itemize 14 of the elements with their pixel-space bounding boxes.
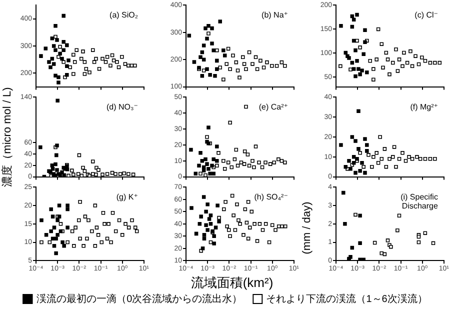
text: (c) Cl⁻ <box>414 10 438 20</box>
text: (e) Ca²⁺ <box>258 102 288 112</box>
text: (a) SiO₂ <box>110 10 138 20</box>
legend-label: それより下流の渓流（1～6次渓流） <box>266 292 428 306</box>
text: (b) Na⁺ <box>262 10 288 20</box>
text: (f) Mg²⁺ <box>410 102 438 112</box>
text: (h) SO₄²⁻ <box>254 192 288 202</box>
y-axis-title: 濃度（micro mol / L) <box>0 87 14 187</box>
y-axis-title: (mm / day) <box>301 202 313 254</box>
legend-label: 渓流の最初の一滴（0次谷流域からの流出水） <box>36 292 242 306</box>
x-axis-title: 流域面積(km²) <box>190 274 274 292</box>
text: (d) NO₃⁻ <box>106 102 138 112</box>
text: (i) Specific Discharge <box>400 192 438 210</box>
text: (g) K⁺ <box>116 192 138 202</box>
